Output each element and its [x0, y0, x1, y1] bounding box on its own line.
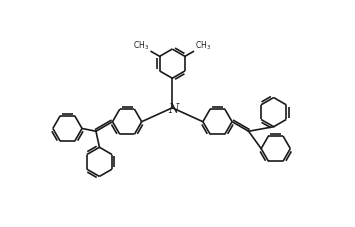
Text: CH$_3$: CH$_3$: [195, 39, 211, 52]
Text: CH$_3$: CH$_3$: [133, 39, 149, 52]
Text: N: N: [168, 103, 178, 116]
